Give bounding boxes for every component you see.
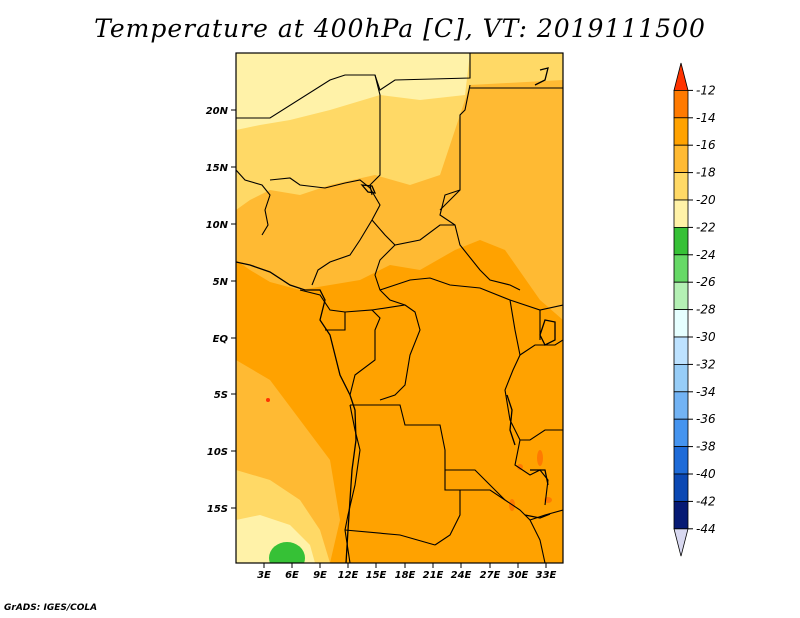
lat-tick-label: EQ (213, 334, 229, 345)
field-zone-24-south (269, 542, 305, 563)
field-warm-5 (517, 464, 523, 470)
chart-title: Temperature at 400hPa [C], VT: 201911150… (94, 14, 706, 43)
credit-text: GrADS: IGES/COLA (4, 603, 98, 613)
colorbar-swatch (673, 500, 689, 530)
colorbar-swatch (673, 391, 689, 420)
colorbar-tick-label: -20 (696, 193, 716, 207)
colorbar-tick-label: -32 (696, 357, 716, 371)
colorbar-tick-label: -22 (696, 220, 716, 234)
colorbar-tick-label: -18 (696, 166, 716, 180)
colorbar-swatch (673, 418, 689, 448)
lon-tick-label: 21E (423, 570, 444, 581)
colorbar-tick-label: -12 (696, 83, 716, 97)
lat-tick-label: 20N (206, 106, 229, 117)
colorbar-tick-label: -26 (696, 275, 716, 289)
colorbar-swatch (673, 446, 689, 475)
colorbar-tick-label: -42 (696, 494, 716, 508)
temperature-field (236, 53, 563, 563)
lon-tick-label: 6E (285, 570, 299, 581)
lon-tick-label: 3E (257, 570, 271, 581)
colorbar-swatch (673, 144, 689, 173)
colorbar-swatch (673, 90, 689, 119)
colorbar-tick-label: -40 (696, 467, 716, 481)
lon-tick-label: 15E (366, 570, 387, 581)
colorbar-swatch (673, 199, 689, 228)
colorbar-swatch (673, 363, 689, 393)
lat-tick-label: 5N (213, 277, 229, 288)
lat-tick-label: 10N (206, 220, 229, 231)
lat-axis: 20N 15N 10N 5N EQ 5S 10S 15S (206, 106, 236, 515)
lon-tick-label: 24E (451, 570, 472, 581)
field-warm-4 (266, 398, 270, 402)
lon-axis: 3E 6E 9E 12E 15E 18E 21E 24E 27E 30E 33E (257, 563, 557, 581)
map-frame (235, 52, 564, 564)
colorbar-tick-label: -44 (696, 522, 716, 536)
field-zone-20 (236, 53, 470, 130)
colorbar-tick-label: -38 (696, 440, 716, 454)
colorbar-swatch (673, 226, 689, 256)
colorbar-tick-label: -16 (696, 138, 716, 152)
colorbar-swatch (673, 117, 689, 146)
colorbar-swatch (673, 336, 689, 365)
colorbar-tick-label: -28 (696, 303, 716, 317)
lat-tick-label: 10S (207, 447, 228, 458)
colorbar-swatch (673, 473, 689, 502)
colorbar-tick-label: -24 (696, 248, 716, 262)
colorbar-tick-label: -34 (696, 385, 716, 399)
colorbar-bottom-arrow (673, 528, 689, 557)
lon-tick-label: 27E (480, 570, 501, 581)
coastline (236, 67, 556, 563)
colorbar-tick-label: -30 (696, 330, 716, 344)
lat-tick-label: 5S (214, 390, 228, 401)
colorbar-swatch (673, 172, 689, 201)
colorbar-tick-label: -36 (696, 412, 716, 426)
lon-tick-label: 30E (508, 570, 529, 581)
colorbar-swatch (673, 309, 689, 338)
lat-tick-label: 15S (207, 504, 228, 515)
lat-tick-label: 15N (206, 163, 229, 174)
lon-tick-label: 33E (536, 570, 557, 581)
colorbar-swatch (673, 254, 689, 283)
lon-tick-label: 9E (313, 570, 327, 581)
colorbar: -12 -14 -16 -18 -20 -22 -24 -26 -28 -30 -32 -34 -36 -… (673, 62, 716, 557)
field-warm-1 (537, 450, 543, 466)
lon-tick-label: 12E (338, 570, 359, 581)
lon-tick-label: 18E (395, 570, 416, 581)
colorbar-top-arrow (673, 62, 689, 91)
colorbar-tick-label: -14 (696, 111, 716, 125)
colorbar-swatch (673, 281, 689, 311)
